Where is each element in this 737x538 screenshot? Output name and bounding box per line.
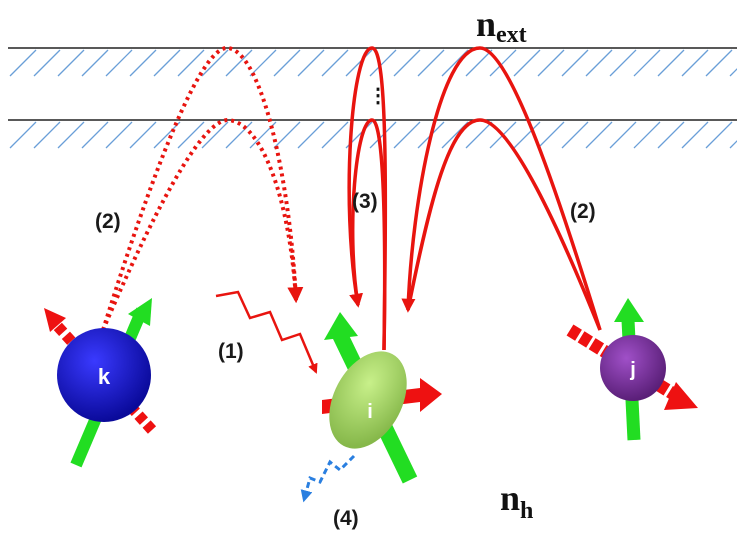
hatch-mark xyxy=(82,122,108,148)
hatch-mark xyxy=(394,50,420,76)
process-2-right-paths xyxy=(408,48,600,330)
hatch-bottom xyxy=(10,122,737,148)
atom-k-label: k xyxy=(98,364,111,389)
hatch-mark xyxy=(562,122,588,148)
hatch-mark xyxy=(586,122,612,148)
hatch-mark xyxy=(34,122,60,148)
hatch-mark xyxy=(202,122,228,148)
hatch-mark xyxy=(682,50,708,76)
hatch-mark xyxy=(226,122,252,148)
atom-j-label: j xyxy=(629,359,636,381)
emission-zigzag xyxy=(304,456,354,500)
hatch-mark xyxy=(706,50,732,76)
hatch-mark xyxy=(538,122,564,148)
spin-green-i-head xyxy=(324,312,358,340)
atom-j: j xyxy=(570,298,698,440)
label-n-ext: next xyxy=(476,4,527,48)
solid-arc-inner xyxy=(408,120,600,330)
hatch-mark xyxy=(274,122,300,148)
hatch-mark xyxy=(322,122,348,148)
hatch-mark xyxy=(610,50,636,76)
hatch-mark xyxy=(730,50,737,76)
spin-green-j-head xyxy=(614,298,644,322)
hatch-mark xyxy=(322,50,348,76)
label-process-2-right: (2) xyxy=(570,200,596,223)
hatch-mark xyxy=(298,122,324,148)
hatch-mark xyxy=(130,122,156,148)
hatch-mark xyxy=(466,50,492,76)
process-2-left-paths xyxy=(103,48,296,330)
hatch-mark xyxy=(226,50,252,76)
hatch-mark xyxy=(58,50,84,76)
hatch-mark xyxy=(466,122,492,148)
atom-k: k xyxy=(44,298,152,465)
hatch-mark xyxy=(514,50,540,76)
hatch-mark xyxy=(586,50,612,76)
atom-i: i xyxy=(314,312,442,480)
hatch-mark xyxy=(10,50,36,76)
hatch-mark xyxy=(658,122,684,148)
label-process-1: (1) xyxy=(218,340,244,363)
hatch-mark xyxy=(730,122,737,148)
hatch-mark xyxy=(706,122,732,148)
hatch-mark xyxy=(154,50,180,76)
label-process-3: (3) xyxy=(352,190,378,213)
hatch-mark xyxy=(58,122,84,148)
hatch-mark xyxy=(370,50,396,76)
hatch-top xyxy=(10,50,737,76)
label-process-4: (4) xyxy=(333,507,359,530)
hatch-mark xyxy=(682,122,708,148)
hatch-mark xyxy=(658,50,684,76)
hatch-mark xyxy=(298,50,324,76)
hatch-mark xyxy=(610,122,636,148)
hatch-mark xyxy=(274,50,300,76)
dotted-arc-outer xyxy=(103,48,296,330)
dotted-arc-inner xyxy=(103,120,296,330)
hatch-mark xyxy=(202,50,228,76)
hatch-mark xyxy=(34,50,60,76)
hatch-mark xyxy=(106,50,132,76)
hatch-mark xyxy=(418,50,444,76)
hatch-mark xyxy=(106,122,132,148)
atom-i-label: i xyxy=(367,401,373,423)
hatch-mark xyxy=(634,122,660,148)
label-n-h: nh xyxy=(500,478,533,524)
hatch-mark xyxy=(82,50,108,76)
hatch-mark xyxy=(250,50,276,76)
hatch-mark xyxy=(394,122,420,148)
hatch-mark xyxy=(538,50,564,76)
label-process-2-left: (2) xyxy=(95,210,121,233)
vertical-dots: ⋮ xyxy=(368,85,388,107)
hatch-mark xyxy=(634,50,660,76)
hatch-mark xyxy=(562,50,588,76)
hatch-mark xyxy=(10,122,36,148)
hatch-mark xyxy=(130,50,156,76)
self-arc-inner xyxy=(353,120,385,350)
